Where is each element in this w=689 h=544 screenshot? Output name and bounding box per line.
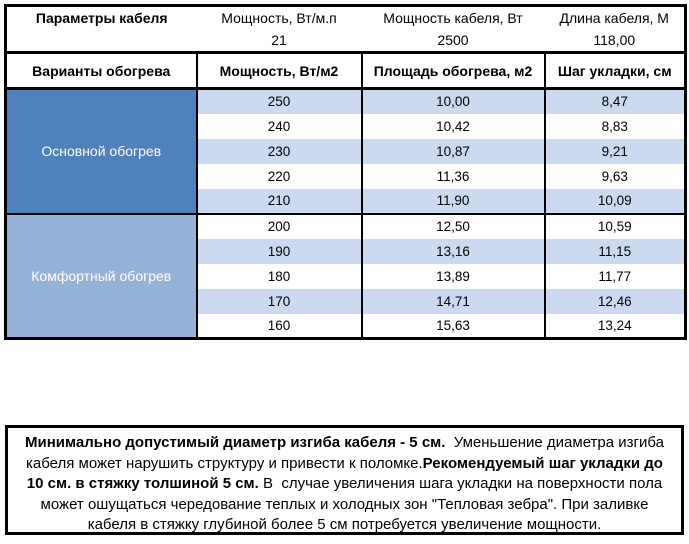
cable-parameters-table: Параметры кабеля Мощность, Вт/м.п Мощнос…	[4, 4, 687, 340]
step-cell: 8,47	[543, 88, 686, 114]
column-header-area: Площадь обогрева, м2	[360, 52, 545, 90]
area-cell: 12,50	[360, 212, 545, 239]
step-cell: 13,24	[543, 313, 686, 339]
step-cell: 9,21	[543, 138, 686, 164]
table-row: Комфортный обогрев 200 12,50 10,59	[5, 212, 686, 339]
table-row: 230 10,87 9,21	[6, 138, 686, 164]
column-headers-row: Варианты обогрева Мощность, Вт/м2 Площад…	[5, 52, 686, 90]
power-cell: 250	[195, 88, 362, 114]
column-header-power: Мощность, Вт/м2	[195, 52, 362, 90]
note-segment-regular-2: В случае увеличения шага укладки на пове…	[40, 475, 667, 533]
params-labels-row: Параметры кабеля Мощность, Вт/м.п Мощнос…	[6, 6, 686, 30]
cable-power-label: Мощность кабеля, Вт	[383, 10, 523, 27]
power-cell: 180	[195, 263, 362, 289]
power-cell: 220	[195, 163, 362, 189]
note-segment-bold-1: Минимально допустимый диаметр изгиба каб…	[25, 434, 446, 451]
column-header-heating-variants: Варианты обогрева	[5, 52, 197, 90]
power-per-meter-value: 21	[196, 29, 362, 54]
area-cell: 10,87	[360, 138, 545, 164]
power-cell: 230	[195, 138, 362, 164]
power-cell: 160	[195, 313, 362, 339]
params-values-row: 21 2500 118,00	[5, 29, 686, 54]
area-cell: 14,71	[360, 288, 545, 314]
section-label-primary-heating: Основной обогрев	[5, 88, 197, 214]
section-label-comfort-heating: Комфортный обогрев	[5, 212, 197, 339]
power-cell: 210	[195, 188, 362, 214]
area-cell: 10,00	[360, 88, 545, 114]
step-cell: 10,59	[543, 212, 686, 239]
step-cell: 8,83	[543, 113, 686, 139]
area-cell: 13,89	[360, 263, 545, 289]
table-row: 210 11,90 10,09	[6, 188, 686, 214]
cable-length-value: 118,00	[544, 29, 686, 54]
table-row: 240 10,42 8,83	[6, 113, 686, 139]
area-cell: 11,90	[360, 188, 545, 214]
column-header-step: Шаг укладки, см	[543, 52, 686, 90]
step-cell: 11,15	[543, 238, 686, 264]
table-row: 170 14,71 12,46	[6, 288, 686, 314]
area-cell: 10,42	[360, 113, 545, 139]
area-cell: 11,36	[360, 163, 545, 189]
table-row: 190 13,16 11,15	[6, 238, 686, 264]
note-segment-bold-2: Рекомендуемый шаг укладки до 10 см. в ст…	[26, 454, 668, 493]
note-box: Минимально допустимый диаметр изгиба каб…	[5, 425, 684, 535]
note-segment-regular-1: Уменьшение диаметра изгиба кабеля может …	[26, 434, 669, 472]
power-cell: 200	[195, 212, 362, 239]
power-cell: 190	[195, 238, 362, 264]
power-cell: 240	[195, 113, 362, 139]
step-cell: 10,09	[543, 188, 686, 214]
step-cell: 9,63	[543, 163, 686, 189]
cable-power-value: 2500	[361, 29, 545, 54]
cable-length-label: Длина кабеля, М	[559, 10, 669, 27]
area-cell: 13,16	[360, 238, 545, 264]
table-row: Основной обогрев 250 10,00 8,47	[5, 88, 686, 214]
table-row: 160 15,63 13,24	[6, 313, 686, 339]
table-row: 180 13,89 11,77	[6, 263, 686, 289]
step-cell: 11,77	[543, 263, 686, 289]
power-cell: 170	[195, 288, 362, 314]
table-row: 220 11,36 9,63	[6, 163, 686, 189]
params-title-cell: Параметры кабеля	[35, 10, 168, 27]
params-empty-cell	[5, 29, 197, 54]
step-cell: 12,46	[543, 288, 686, 314]
power-per-meter-label: Мощность, Вт/м.п	[221, 10, 337, 27]
area-cell: 15,63	[360, 313, 545, 339]
